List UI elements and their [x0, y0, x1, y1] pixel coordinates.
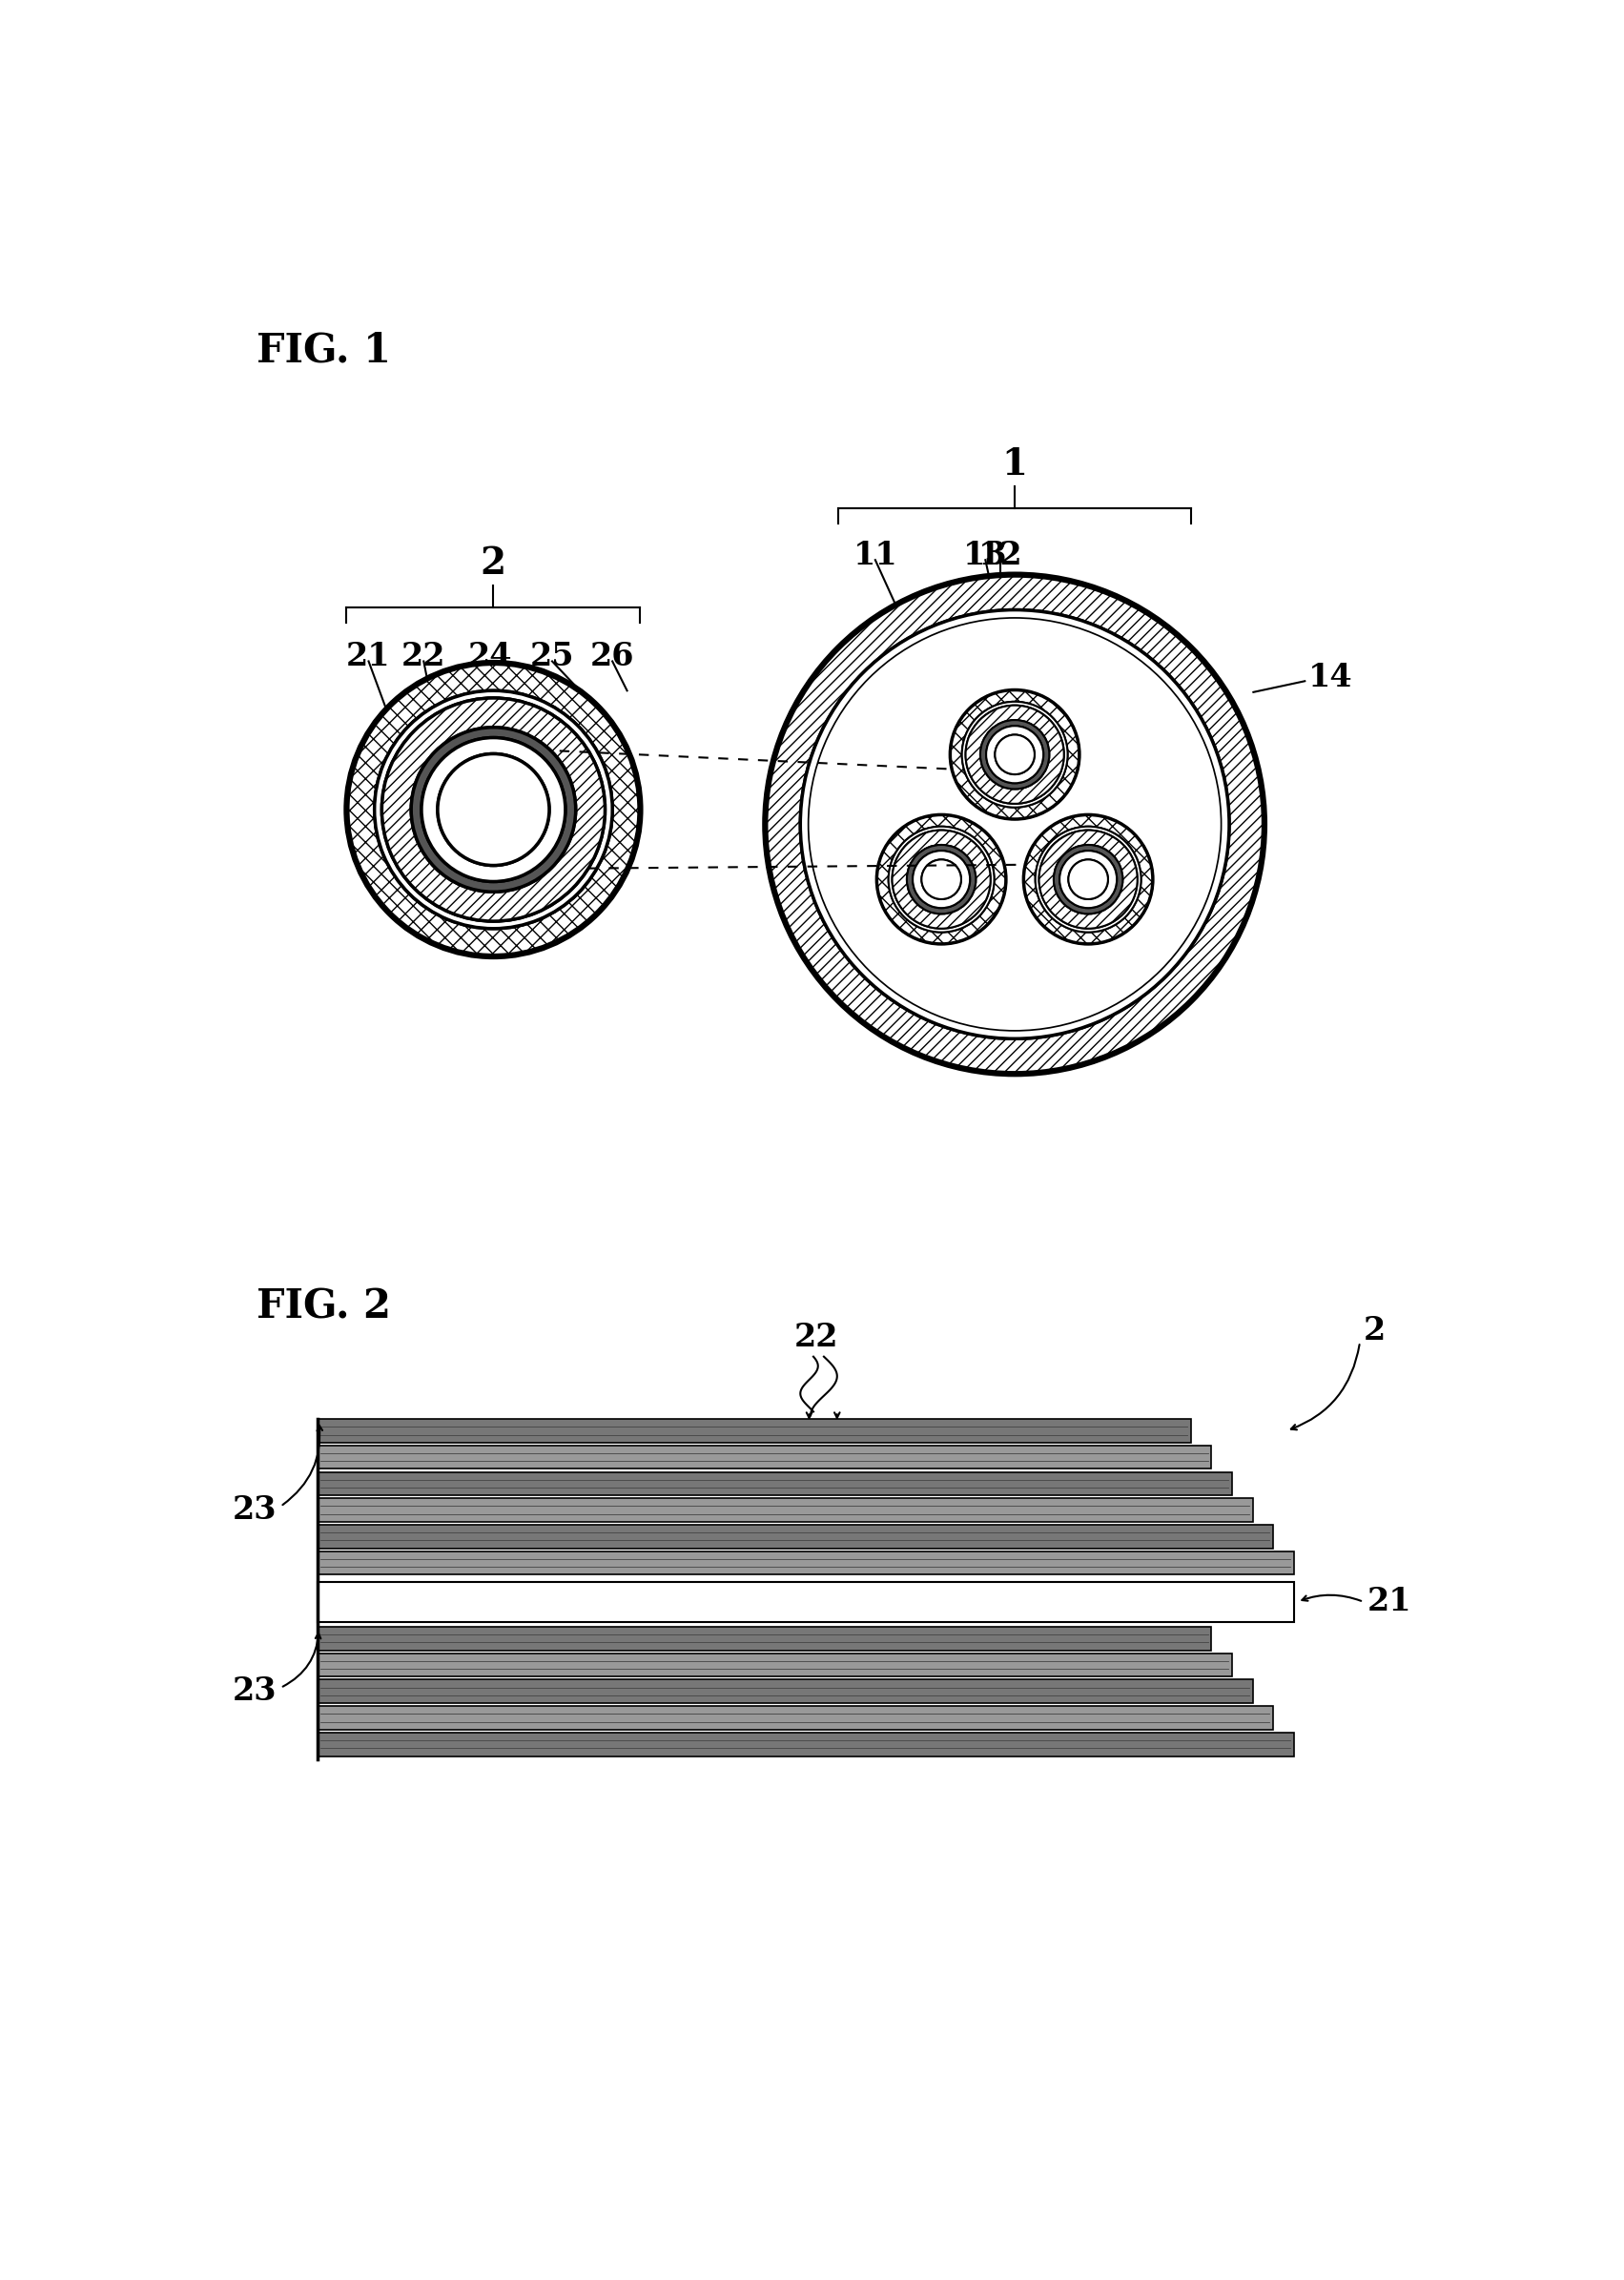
- Bar: [317, 1418, 1190, 1443]
- Bar: [317, 1498, 1252, 1521]
- Circle shape: [996, 734, 1034, 775]
- Text: 14: 14: [1309, 661, 1353, 693]
- Text: 22: 22: [794, 1322, 838, 1352]
- Text: 1: 1: [1002, 447, 1028, 483]
- Text: 26: 26: [590, 641, 635, 673]
- Bar: [317, 1653, 1233, 1676]
- Text: 21: 21: [1367, 1587, 1411, 1617]
- Text: 11: 11: [853, 540, 898, 570]
- Bar: [317, 1525, 1273, 1548]
- Text: FIG. 1: FIG. 1: [257, 331, 391, 372]
- Text: 25: 25: [529, 641, 575, 673]
- Bar: [317, 1733, 1294, 1756]
- Text: 24: 24: [468, 641, 512, 673]
- Text: 23: 23: [232, 1676, 276, 1708]
- Circle shape: [437, 755, 549, 866]
- Text: 23: 23: [232, 1493, 276, 1525]
- Text: 2: 2: [481, 545, 507, 581]
- Text: FIG. 2: FIG. 2: [257, 1286, 391, 1327]
- Bar: [317, 1628, 1212, 1651]
- Bar: [317, 1582, 1294, 1623]
- Circle shape: [921, 860, 961, 898]
- Text: 21: 21: [346, 641, 391, 673]
- Text: 2: 2: [1364, 1316, 1385, 1347]
- Bar: [317, 1705, 1273, 1731]
- Bar: [317, 1473, 1233, 1496]
- Text: 12: 12: [978, 540, 1023, 570]
- Text: 22: 22: [401, 641, 447, 673]
- Bar: [317, 1446, 1212, 1468]
- Circle shape: [1069, 860, 1108, 898]
- Bar: [317, 1680, 1252, 1703]
- Text: 13: 13: [963, 540, 1007, 570]
- Bar: [317, 1550, 1294, 1575]
- Circle shape: [809, 618, 1220, 1031]
